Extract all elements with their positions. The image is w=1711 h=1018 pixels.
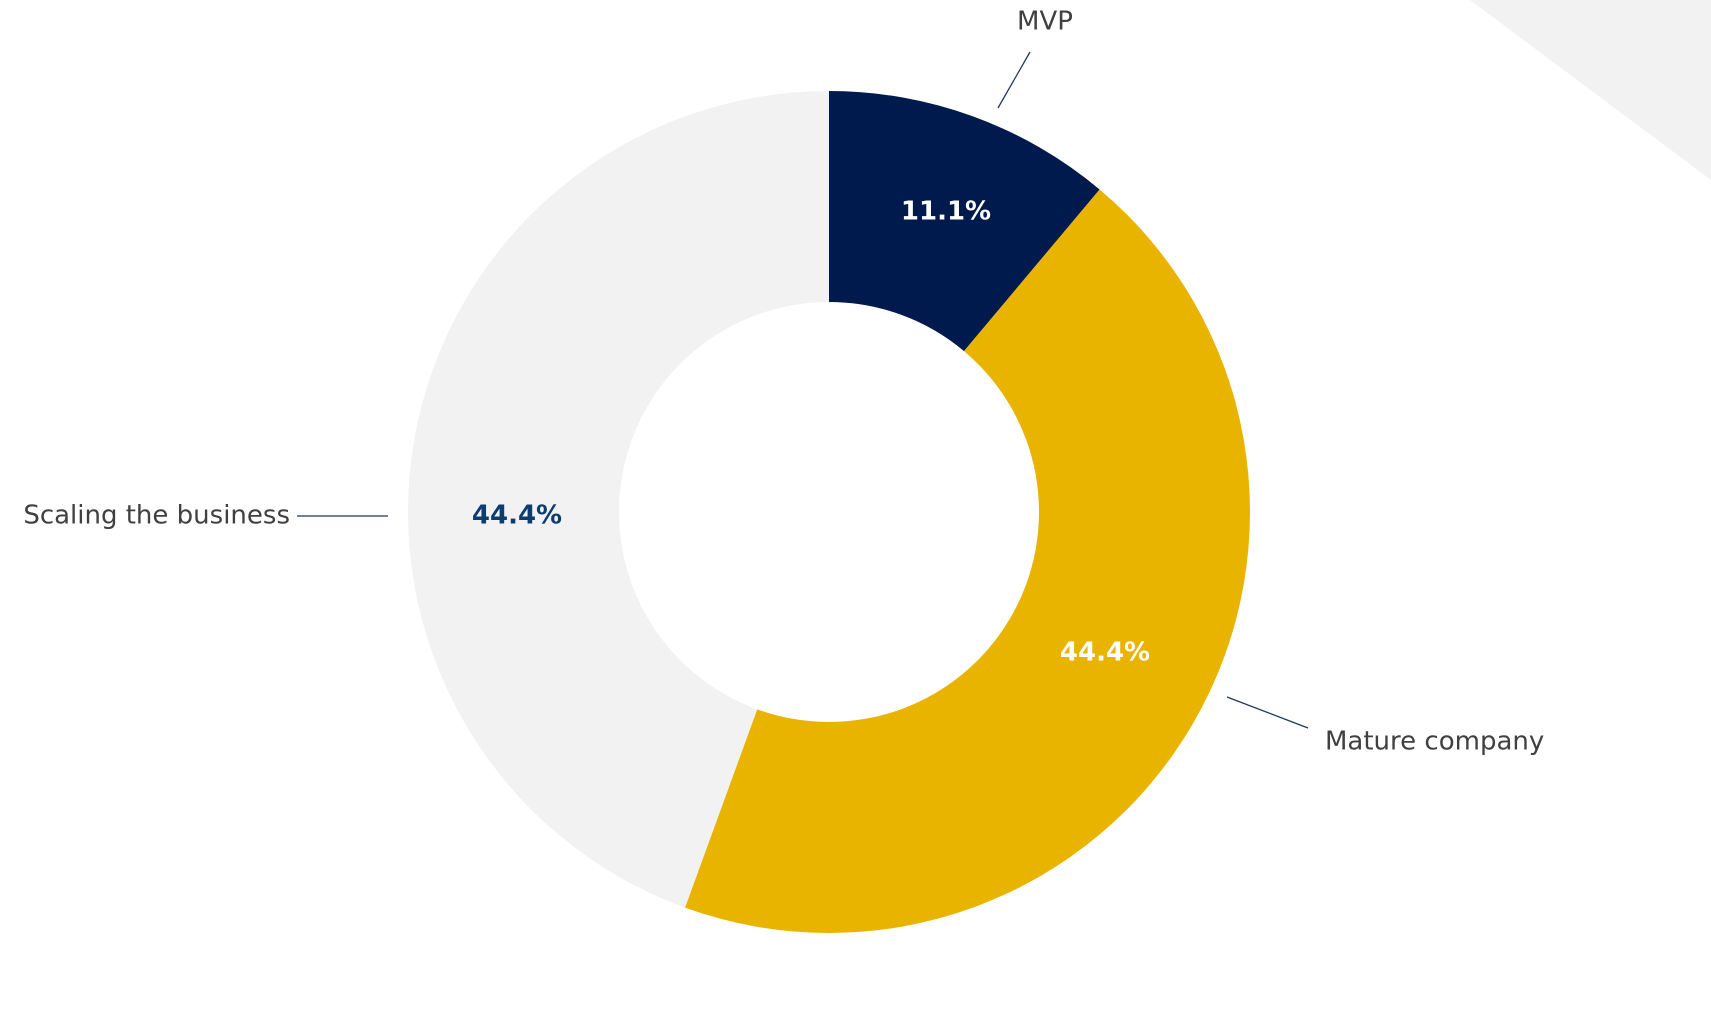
category-label: MVP — [1017, 7, 1073, 37]
leader-line — [1226, 696, 1309, 729]
data-label: 44.4% — [472, 501, 562, 531]
donut-segment — [408, 91, 829, 908]
donut-segment — [829, 91, 1100, 352]
data-label: 11.1% — [901, 197, 991, 227]
data-label: 44.4% — [1060, 638, 1150, 668]
category-label: Scaling the business — [23, 501, 290, 531]
donut-segment — [685, 189, 1250, 933]
leader-line — [997, 51, 1031, 109]
category-label: Mature company — [1325, 727, 1544, 757]
decoration — [1470, 0, 1711, 180]
